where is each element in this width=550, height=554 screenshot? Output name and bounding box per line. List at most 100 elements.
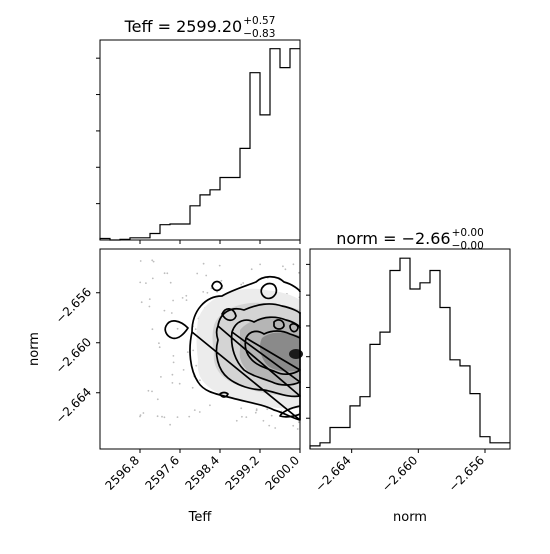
scatter-point: [181, 297, 184, 299]
contour-line: [260, 282, 278, 300]
contour-ytick-labels: −2.656 −2.660 −2.664: [53, 285, 94, 426]
scatter-point: [240, 283, 243, 286]
contour-xticks: [139, 449, 301, 453]
contour-line: [289, 322, 299, 333]
scatter-point: [195, 364, 198, 367]
scatter-point: [185, 294, 188, 297]
contour-xlabel: Teff: [188, 510, 213, 525]
scatter-point: [188, 415, 191, 418]
scatter-point: [172, 299, 175, 302]
contour-xtick-label: 2596.8: [103, 453, 143, 493]
scatter-point: [270, 414, 273, 417]
scatter-point: [161, 415, 163, 418]
contour-xtick-labels: 2596.8 2597.6 2598.4 2599.2 2600.0: [103, 453, 303, 493]
scatter-point: [151, 390, 153, 393]
scatter-point: [202, 291, 205, 293]
teff-histogram-title: Teff = 2599.20+0.57 −0.83: [124, 15, 276, 40]
density-peak: [289, 349, 303, 359]
scatter-point: [220, 279, 223, 282]
scatter-point: [268, 424, 271, 427]
scatter-point: [274, 427, 277, 429]
scatter-point: [142, 412, 145, 414]
scatter-point: [262, 419, 265, 422]
scatter-point: [148, 298, 151, 300]
scatter-point: [160, 376, 162, 378]
scatter-point: [194, 328, 197, 331]
scatter-point: [205, 274, 208, 277]
scatter-point: [163, 309, 166, 312]
scatter-point: [198, 411, 201, 413]
scatter-point: [196, 272, 199, 275]
scatter-point: [171, 373, 174, 376]
norm-histogram-panel: −2.664 −2.660 −2.656 norm = −2.66+0.00 −0.0…: [306, 227, 511, 525]
contour-frame: [99, 248, 301, 450]
scatter-point: [185, 299, 188, 301]
scatter-point: [172, 355, 175, 357]
contour-ytick-label: −2.664: [53, 385, 94, 426]
norm-histogram-frame: [309, 248, 511, 450]
scatter-point: [147, 389, 150, 392]
scatter-point: [298, 271, 300, 274]
scatter-point: [193, 409, 196, 411]
scatter-point: [156, 415, 159, 418]
scatter-point: [170, 312, 173, 314]
norm-histogram-step: [309, 257, 510, 449]
scatter-point: [145, 282, 147, 284]
norm-histogram-xticks: [351, 449, 486, 453]
scatter-point: [169, 423, 172, 426]
teff-histogram-xticks: [139, 240, 301, 244]
scatter-point: [192, 349, 195, 352]
scatter-point: [163, 272, 166, 275]
scatter-point: [297, 421, 300, 424]
scatter-point: [266, 408, 269, 411]
scatter-point: [139, 414, 142, 417]
scatter-point: [148, 305, 151, 308]
scatter-point: [202, 262, 205, 265]
contour-line: [273, 319, 285, 330]
scatter-point: [169, 281, 172, 284]
scatter-point: [259, 263, 261, 266]
scatter-point: [282, 265, 284, 268]
scatter-point: [206, 291, 209, 294]
scatter-point: [171, 382, 174, 384]
scatter-point: [245, 416, 248, 418]
contour-line: [244, 330, 301, 376]
contour-ytick-label: −2.656: [53, 285, 94, 326]
scatter-point: [241, 415, 243, 418]
scatter-point: [240, 407, 243, 410]
contour-line: [164, 320, 189, 340]
scatter-point: [292, 263, 295, 266]
density-level-4: [260, 332, 300, 372]
scatter-point: [158, 342, 160, 345]
scatter-point: [166, 272, 169, 275]
scatter-point: [172, 361, 175, 364]
scatter-point: [156, 398, 159, 401]
contour-ytick-label: −2.660: [53, 335, 94, 376]
contour-yticks: [96, 292, 100, 394]
scatter-point: [292, 424, 295, 427]
scatter-point: [163, 416, 166, 419]
scatter-point: [158, 346, 161, 349]
scatter-point: [250, 268, 253, 271]
scatter-point: [235, 419, 238, 422]
contour-xtick-label: 2600.0: [263, 453, 303, 493]
scatter-point: [284, 268, 287, 271]
scatter-point: [151, 328, 154, 331]
scatter-point: [152, 260, 155, 263]
contour-ylabel: norm: [27, 332, 42, 366]
norm-histogram-xtick-label: −2.656: [446, 453, 487, 494]
scatter-point: [209, 404, 211, 407]
scatter-point: [186, 351, 189, 353]
scatter-point: [182, 369, 185, 371]
scatter-point: [191, 386, 194, 389]
contour-lines: [164, 275, 301, 421]
contour-line: [219, 391, 229, 398]
norm-histogram-xtick-label: −2.664: [312, 453, 353, 494]
contour-xtick-label: 2597.6: [143, 453, 183, 493]
teff-histogram-step: [99, 48, 300, 241]
scatter-point: [242, 282, 245, 284]
norm-histogram-yticks: [306, 263, 310, 419]
scatter-point: [139, 281, 142, 284]
